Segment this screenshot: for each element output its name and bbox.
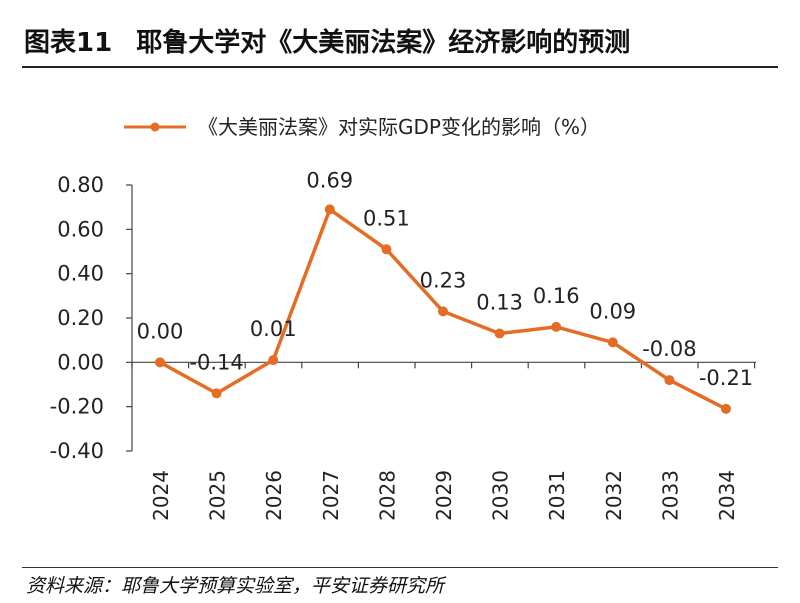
legend-marker <box>150 122 160 132</box>
data-label: 0.51 <box>363 206 410 230</box>
x-tick-label: 2028 <box>375 470 399 521</box>
legend: 《大美丽法案》对实际GDP变化的影响（%） <box>124 115 600 139</box>
figure-number: 图表11 <box>24 28 113 58</box>
x-tick-label: 2033 <box>658 470 682 521</box>
data-point <box>494 328 505 339</box>
footer-rule <box>22 567 778 568</box>
data-point <box>211 388 222 399</box>
data-point <box>721 403 731 414</box>
data-point <box>155 357 165 368</box>
y-tick-label: 0.60 <box>57 217 104 241</box>
x-tick-label: 2026 <box>262 470 286 521</box>
x-tick-label: 2032 <box>602 470 626 521</box>
x-tick-label: 2030 <box>489 470 513 521</box>
x-tick-label: 2025 <box>206 470 230 521</box>
figure-header: 图表11 耶鲁大学对《大美丽法案》经济影响的预测 <box>0 0 800 66</box>
data-point <box>381 244 392 255</box>
data-label: 0.16 <box>533 284 580 308</box>
figure-title-text: 耶鲁大学对《大美丽法案》经济影响的预测 <box>136 28 631 58</box>
data-label: 0.01 <box>250 317 297 341</box>
axes: 0.80 0.60 0.40 0.20 0.00 -0.20 -0.40 2024 2025 20… <box>50 173 756 521</box>
x-tick-label: 2027 <box>319 470 343 521</box>
data-label: 0.69 <box>306 168 353 192</box>
x-tick-label: 2029 <box>432 470 456 521</box>
figure-title: 图表11 耶鲁大学对《大美丽法案》经济影响的预测 <box>24 22 800 59</box>
line-chart: 《大美丽法案》对实际GDP变化的影响（%） 0.800.600.400.200.… <box>50 115 756 521</box>
y-tick-label: 0.40 <box>57 262 104 286</box>
data-label: -0.21 <box>699 366 753 390</box>
legend-label: 《大美丽法案》对实际GDP变化的影响（%） <box>198 115 600 139</box>
data-label: 0.09 <box>589 299 636 323</box>
y-tick-label: -0.40 <box>50 439 104 463</box>
data-point <box>664 375 675 386</box>
data-labels: 0.00-0.140.010.690.510.230.13 0.160.09-0.… <box>137 168 754 390</box>
x-tick-label: 2024 <box>149 470 173 521</box>
data-point <box>607 337 618 348</box>
data-label: -0.14 <box>189 350 243 374</box>
data-point <box>324 204 335 215</box>
data-label: 0.13 <box>476 291 523 315</box>
data-point <box>551 321 562 332</box>
series-line-group <box>155 204 731 414</box>
source-note: 资料来源：耶鲁大学预算实验室，平安证券研究所 <box>26 575 445 597</box>
data-label: 0.00 <box>137 319 184 343</box>
header-rule <box>22 66 778 68</box>
y-tick-label: -0.20 <box>50 395 104 419</box>
y-tick-label: 0.80 <box>57 173 104 197</box>
y-tick-label: 0.20 <box>57 306 104 330</box>
y-tick-label: 0.00 <box>57 350 104 374</box>
data-label: -0.08 <box>642 337 696 361</box>
data-label: 0.23 <box>420 268 467 292</box>
data-point <box>268 355 279 366</box>
x-tick-label: 2034 <box>715 470 739 521</box>
x-tick-label: 2031 <box>545 470 569 521</box>
data-point <box>438 306 448 317</box>
